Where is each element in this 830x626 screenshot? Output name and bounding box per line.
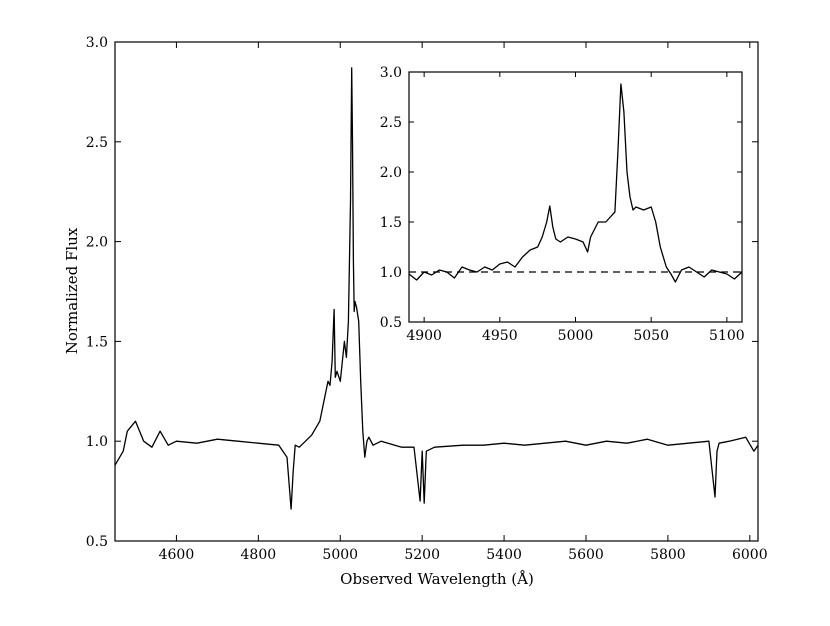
- main-y-tick-label: 2.5: [86, 135, 108, 151]
- main-y-axis-label: Normalized Flux: [63, 227, 81, 354]
- inset-x-tick-label: 5050: [633, 328, 669, 344]
- inset-chart: 4900 4950 5000 5050 5100 0.5 1.0 1.5 2.0 2.5 3.0: [380, 65, 745, 344]
- inset-x-tick-label: 5000: [558, 328, 594, 344]
- main-y-tick-label: 1.5: [86, 334, 108, 350]
- inset-y-tick-label: 1.0: [380, 265, 402, 281]
- inset-x-tick-label: 4900: [406, 328, 442, 344]
- main-y-tick-label: 1.0: [86, 434, 108, 450]
- inset-y-tick-label: 2.5: [380, 115, 402, 131]
- inset-y-tick-label: 1.5: [380, 215, 402, 231]
- main-y-tick-label: 0.5: [86, 534, 108, 550]
- inset-y-tick-label: 2.0: [380, 165, 402, 181]
- inset-spectrum-line: [408, 83, 743, 283]
- inset-x-tick-label: 4950: [482, 328, 518, 344]
- inset-y-tick-label: 3.0: [380, 65, 402, 81]
- main-y-tick-label: 3.0: [86, 35, 108, 51]
- main-x-tick-label: 4800: [241, 547, 277, 563]
- main-plot-frame: [114, 41, 759, 542]
- main-x-tick-label: 5800: [650, 547, 686, 563]
- main-x-tick-label: 6000: [732, 547, 768, 563]
- inset-plot-frame: [408, 71, 743, 323]
- main-x-tick-label: 5600: [568, 547, 604, 563]
- main-chart: 4600 4800 5000 5200 5400 5600 5800 6000 0.5 1.0 1.…: [86, 35, 768, 563]
- inset-x-tick-label: 5100: [709, 328, 745, 344]
- main-x-tick-label: 5000: [322, 547, 358, 563]
- main-x-tick-label: 4600: [159, 547, 195, 563]
- main-x-tick-label: 5200: [404, 547, 440, 563]
- main-y-tick-label: 2.0: [86, 235, 108, 251]
- inset-y-tick-label: 0.5: [380, 315, 402, 331]
- main-spectrum-line: [114, 67, 759, 510]
- main-x-axis-label: Observed Wavelength (Å): [340, 570, 534, 588]
- main-x-tick-label: 5400: [486, 547, 522, 563]
